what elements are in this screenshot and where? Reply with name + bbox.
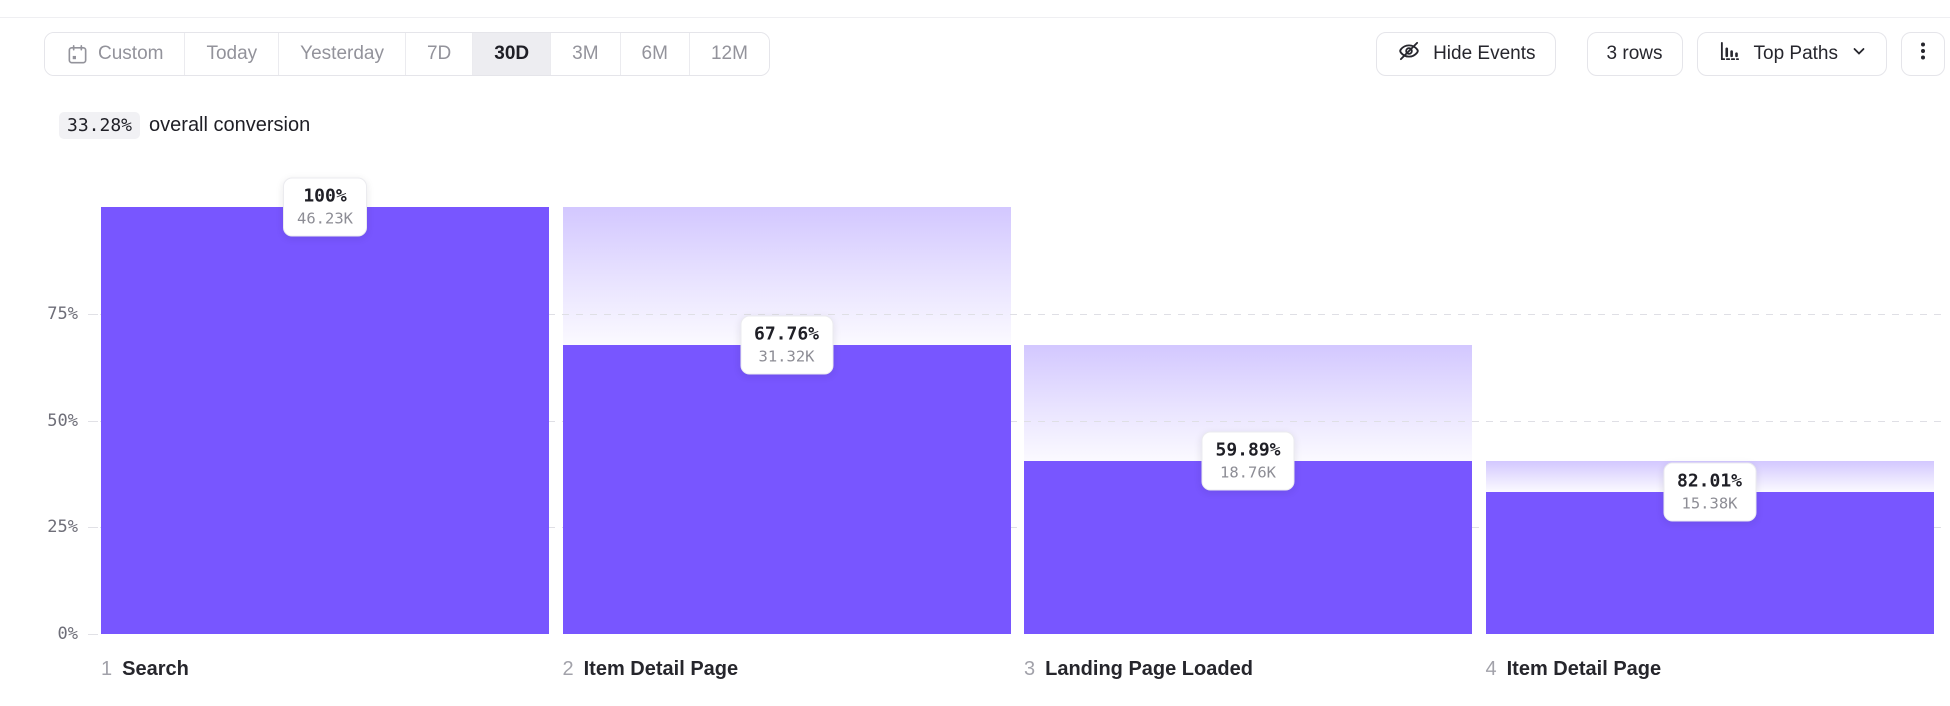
rows-label: 3 rows — [1606, 43, 1663, 64]
date-range-label: 30D — [494, 43, 530, 64]
step-name: Item Detail Page — [1506, 658, 1662, 680]
overall-conversion-summary: 33.28% overall conversion — [59, 112, 310, 139]
top-divider — [0, 17, 1950, 18]
step-conversion-pct: 67.76% — [753, 323, 820, 345]
date-range-label: 3M — [572, 43, 599, 64]
rows-button[interactable]: 3 rows — [1586, 32, 1683, 76]
step-name: Item Detail Page — [583, 658, 739, 680]
date-range-custom[interactable]: Custom — [45, 33, 186, 75]
date-range-label: Yesterday — [300, 43, 384, 64]
step-name: Landing Page Loaded — [1045, 658, 1253, 680]
date-range-today[interactable]: Today — [185, 33, 280, 75]
y-axis-tick-mark — [88, 313, 98, 315]
step-count: 46.23K — [297, 209, 353, 228]
date-range-label: Today — [206, 43, 258, 64]
step-count: 15.38K — [1681, 494, 1738, 513]
step-name: Search — [122, 658, 189, 680]
toolbar: Custom Today Yesterday 7D 30D 3M 6M 12M Hide Ev… — [44, 32, 1945, 76]
converted-bar-segment[interactable] — [562, 344, 1011, 634]
step-label: 3 Landing Page Loaded — [1024, 658, 1253, 681]
conversion-tooltip: 67.76% 31.32K — [739, 315, 834, 375]
y-axis-tick-label: 50% — [47, 410, 78, 431]
date-range-label: 12M — [710, 43, 748, 64]
overall-conversion-value: 33.28% — [59, 112, 141, 139]
step-number: 3 — [1024, 658, 1036, 680]
plot-area: 100% 46.23K 1 Search 67.76% 31.32K 2 Item Detai… — [100, 177, 1945, 680]
bar-chart-icon — [1717, 38, 1743, 70]
gridline — [100, 527, 1945, 529]
step-count: 31.32K — [758, 347, 815, 366]
eye-off-icon — [1396, 38, 1422, 70]
y-axis-tick-label: 25% — [47, 517, 78, 538]
kebab-icon — [1912, 40, 1934, 68]
funnel-step-4: 82.01% 15.38K 4 Item Detail Page — [1485, 207, 1934, 680]
conversion-tooltip: 59.89% 18.76K — [1201, 431, 1295, 491]
y-axis-tick-mark — [88, 527, 98, 529]
step-conversion-pct: 82.01% — [1676, 470, 1743, 492]
date-range-yesterday[interactable]: Yesterday — [279, 33, 406, 75]
y-axis-tick-mark — [88, 634, 98, 635]
more-options-button[interactable] — [1901, 32, 1945, 76]
date-range-6m[interactable]: 6M — [620, 33, 690, 75]
conversion-tooltip: 82.01% 15.38K — [1662, 462, 1757, 522]
step-number: 1 — [101, 658, 113, 680]
converted-bar-segment[interactable] — [101, 207, 549, 634]
gridline — [100, 420, 1945, 422]
date-range-label: 6M — [641, 43, 668, 64]
chevron-down-icon — [1851, 43, 1867, 65]
date-range-3m[interactable]: 3M — [551, 33, 621, 75]
y-axis-tick-mark — [88, 420, 98, 422]
step-count: 18.76K — [1220, 463, 1276, 482]
calendar-icon — [66, 43, 89, 66]
step-conversion-pct: 59.89% — [1215, 439, 1281, 461]
funnel-step-3: 59.89% 18.76K 3 Landing Page Loaded — [1024, 207, 1472, 680]
date-range-label: Custom — [98, 43, 164, 64]
step-conversion-pct: 100% — [303, 185, 347, 207]
hide-events-button[interactable]: Hide Events — [1376, 32, 1556, 76]
conversion-tooltip: 100% 46.23K — [283, 177, 367, 237]
overall-conversion-text: overall conversion — [149, 114, 311, 136]
step-label: 2 Item Detail Page — [563, 658, 739, 681]
top-paths-dropdown[interactable]: Top Paths — [1696, 32, 1887, 76]
step-label: 4 Item Detail Page — [1486, 658, 1662, 681]
y-axis-tick-label: 0% — [57, 624, 78, 644]
step-label: 1 Search — [101, 658, 189, 681]
y-axis-tick-label: 75% — [47, 303, 78, 324]
hide-events-label: Hide Events — [1433, 43, 1536, 64]
date-range-7d[interactable]: 7D — [405, 33, 474, 75]
step-number: 4 — [1485, 658, 1497, 680]
date-range-label: 7D — [426, 43, 452, 64]
gridline — [100, 313, 1945, 315]
toolbar-actions: Hide Events 3 rows Top Paths — [1376, 32, 1945, 76]
top-paths-label: Top Paths — [1753, 43, 1839, 64]
date-range-30d[interactable]: 30D — [473, 33, 552, 75]
date-range-12m[interactable]: 12M — [689, 33, 769, 75]
funnel-step-2: 67.76% 31.32K 2 Item Detail Page — [562, 207, 1011, 680]
step-number: 2 — [562, 658, 574, 680]
date-range-control: Custom Today Yesterday 7D 30D 3M 6M 12M — [44, 32, 770, 76]
funnel-step-1: 100% 46.23K 1 Search — [101, 177, 549, 680]
